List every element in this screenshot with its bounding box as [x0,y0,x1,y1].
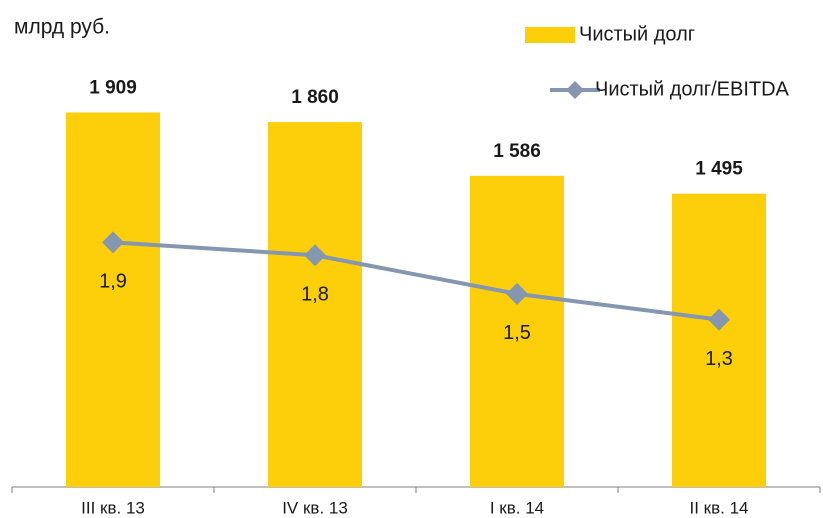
unit-label: млрд руб. [14,16,110,39]
bar [672,193,766,487]
line-marker [102,231,124,254]
bar [470,175,564,487]
line-value-label: 1,5 [503,322,531,344]
x-tick-label: III кв. 13 [81,498,145,517]
line-marker [304,244,326,267]
x-tick-label: IV кв. 13 [282,498,348,517]
bar [66,112,160,487]
x-tick-label: I кв. 14 [490,498,544,517]
bar-value-label: 1 860 [291,87,339,108]
bar-value-label: 1 495 [695,159,743,180]
bar-value-label: 1 909 [89,77,137,98]
legend-label: Чистый долг [579,23,695,45]
line-value-label: 1,3 [705,348,733,370]
x-tick-label: II кв. 14 [690,498,749,517]
line-value-label: 1,8 [301,284,329,306]
bar-value-label: 1 586 [493,141,541,162]
line [112,240,720,322]
legend-label: Чистый долг/EBITDA [595,78,790,100]
line-marker [708,308,730,331]
legend-swatch [525,27,575,43]
line-marker [506,282,528,305]
bar [268,122,362,487]
line-value-label: 1,9 [99,271,127,293]
legend-marker [566,81,584,99]
